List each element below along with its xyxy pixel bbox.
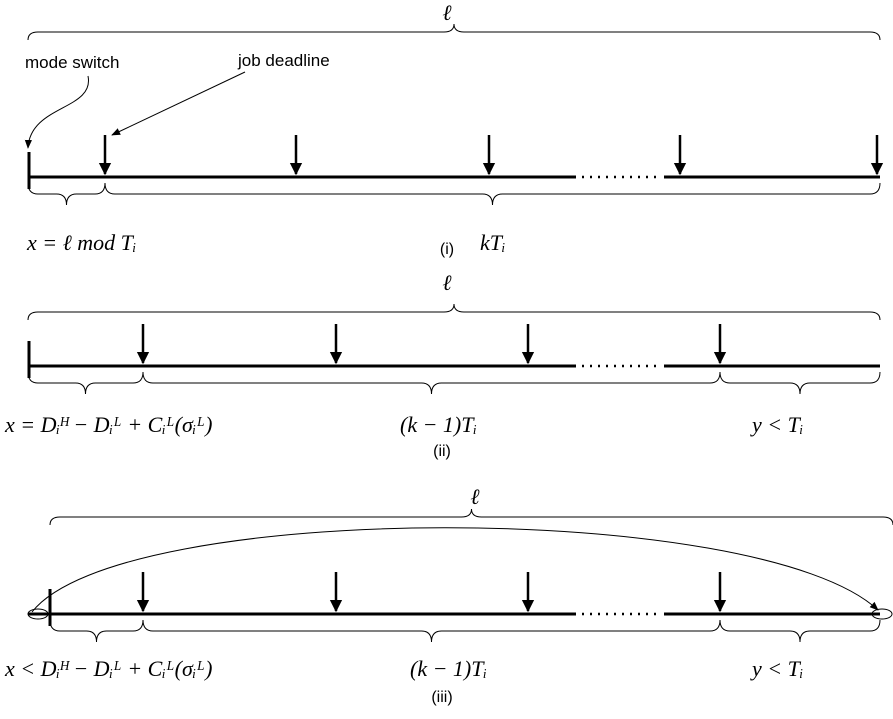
- caption: (i): [440, 241, 454, 258]
- segment-label: y < Tᵢ: [750, 656, 803, 681]
- caption: (iii): [431, 689, 452, 706]
- brace: [49, 508, 893, 526]
- segment-label: x = ℓ mod Tᵢ: [26, 230, 136, 255]
- marker-ellipse: [27, 608, 49, 620]
- segment-label: kTᵢ: [480, 230, 505, 255]
- brace: [27, 23, 881, 41]
- job-deadline-label: job deadline: [237, 51, 330, 70]
- brace: [719, 371, 881, 395]
- brace: [27, 303, 881, 321]
- mode-switch-label: mode switch: [25, 53, 119, 72]
- segment-label: (k − 1)Tᵢ: [400, 412, 477, 437]
- span-label: ℓ: [442, 0, 452, 25]
- brace: [719, 619, 881, 643]
- marker-ellipse: [871, 608, 893, 620]
- brace: [27, 182, 106, 206]
- caption: (ii): [433, 443, 451, 460]
- brace: [104, 182, 881, 206]
- shapes: [27, 23, 893, 643]
- segment-label: x = Dᵢᴴ − Dᵢᴸ + Cᵢᴸ(σᵢᴸ): [4, 412, 212, 437]
- brace: [49, 619, 144, 643]
- span-label: ℓ: [442, 270, 452, 295]
- brace: [142, 619, 721, 643]
- span-label: ℓ: [470, 484, 480, 509]
- mode-switch-arrow: [24, 75, 89, 149]
- job-deadline-arrow: [111, 71, 246, 136]
- span-arc: [31, 527, 879, 613]
- segment-label: x < Dᵢᴴ − Dᵢᴸ + Cᵢᴸ(σᵢᴸ): [4, 656, 212, 681]
- brace: [27, 371, 144, 395]
- brace: [142, 371, 721, 395]
- segment-label: (k − 1)Tᵢ: [410, 656, 487, 681]
- segment-label: y < Tᵢ: [750, 412, 803, 437]
